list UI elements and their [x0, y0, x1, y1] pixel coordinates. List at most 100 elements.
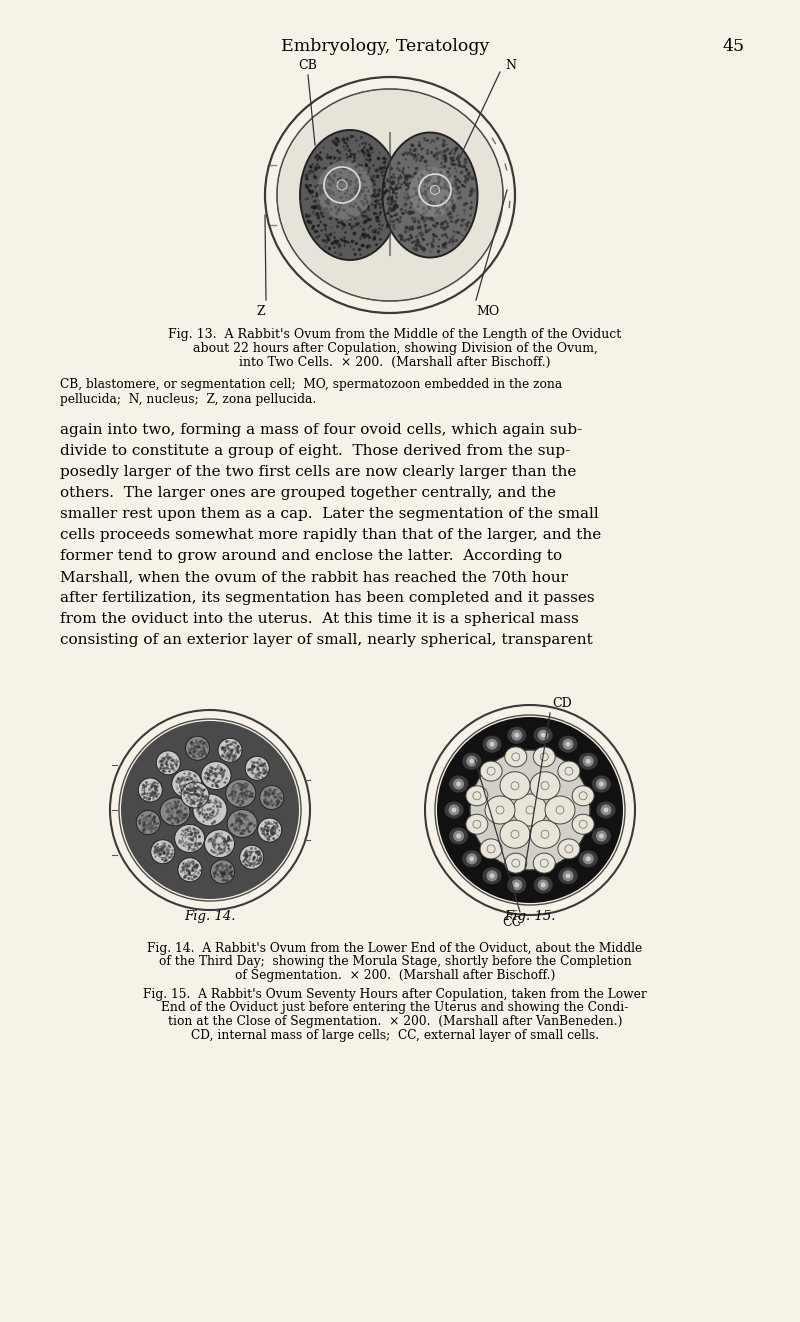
Ellipse shape: [150, 839, 174, 863]
Ellipse shape: [533, 876, 553, 894]
Text: others.  The larger ones are grouped together centrally, and the: others. The larger ones are grouped toge…: [60, 486, 556, 500]
Text: Fig. 13.  A Rabbit's Ovum from the Middle of the Length of the Oviduct: Fig. 13. A Rabbit's Ovum from the Middle…: [168, 328, 622, 341]
Text: Marshall, when the ovum of the rabbit has reached the 70th hour: Marshall, when the ovum of the rabbit ha…: [60, 570, 568, 584]
Circle shape: [566, 742, 570, 747]
Text: CB, blastomere, or segmentation cell;  MO, spermatozoon embedded in the zona
pel: CB, blastomere, or segmentation cell; MO…: [60, 378, 562, 406]
Text: former tend to grow around and enclose the latter.  According to: former tend to grow around and enclose t…: [60, 549, 562, 563]
Text: End of the Oviduct just before entering the Uterus and showing the Condi-: End of the Oviduct just before entering …: [162, 1002, 629, 1014]
Text: tion at the Close of Segmentation.  × 200.  (Marshall after VanBeneden.): tion at the Close of Segmentation. × 200…: [168, 1015, 622, 1029]
Ellipse shape: [482, 735, 502, 754]
Ellipse shape: [174, 825, 205, 853]
Circle shape: [514, 732, 519, 738]
Ellipse shape: [534, 747, 555, 767]
Ellipse shape: [318, 161, 373, 219]
Ellipse shape: [500, 772, 530, 800]
Ellipse shape: [530, 772, 560, 800]
Ellipse shape: [260, 785, 284, 809]
Circle shape: [466, 756, 478, 767]
Ellipse shape: [382, 132, 478, 258]
Circle shape: [562, 739, 574, 750]
Circle shape: [470, 857, 474, 862]
Ellipse shape: [136, 810, 160, 834]
Ellipse shape: [500, 820, 530, 849]
Ellipse shape: [265, 77, 515, 313]
Text: CC: CC: [502, 916, 522, 929]
Text: MO: MO: [476, 305, 499, 319]
Ellipse shape: [466, 785, 488, 806]
Ellipse shape: [578, 850, 598, 867]
Ellipse shape: [591, 828, 611, 845]
Ellipse shape: [572, 814, 594, 834]
Circle shape: [466, 854, 478, 865]
Ellipse shape: [485, 796, 515, 824]
Text: again into two, forming a mass of four ovoid cells, which again sub-: again into two, forming a mass of four o…: [60, 423, 582, 438]
Text: posedly larger of the two first cells are now clearly larger than the: posedly larger of the two first cells ar…: [60, 465, 576, 479]
Circle shape: [490, 742, 494, 747]
Ellipse shape: [300, 130, 400, 260]
Ellipse shape: [505, 747, 526, 767]
Ellipse shape: [480, 761, 502, 781]
Text: of Segmentation.  × 200.  (Marshall after Bischoff.): of Segmentation. × 200. (Marshall after …: [235, 969, 555, 982]
Ellipse shape: [444, 801, 464, 820]
Text: Z: Z: [256, 305, 265, 319]
Circle shape: [562, 870, 574, 882]
Ellipse shape: [278, 90, 502, 300]
Ellipse shape: [138, 777, 162, 802]
Ellipse shape: [205, 830, 234, 858]
Circle shape: [511, 879, 522, 890]
Text: divide to constitute a group of eight.  Those derived from the sup-: divide to constitute a group of eight. T…: [60, 444, 570, 457]
Text: after fertilization, its segmentation has been completed and it passes: after fertilization, its segmentation ha…: [60, 591, 594, 605]
Circle shape: [110, 710, 310, 910]
Text: Embryology, Teratology: Embryology, Teratology: [281, 38, 489, 56]
Text: Fig. 15.  A Rabbit's Ovum Seventy Hours after Copulation, taken from the Lower: Fig. 15. A Rabbit's Ovum Seventy Hours a…: [143, 988, 647, 1001]
Ellipse shape: [558, 839, 580, 859]
Circle shape: [470, 759, 474, 764]
Text: Fig. 14.: Fig. 14.: [184, 910, 236, 923]
Text: of the Third Day;  showing the Morula Stage, shortly before the Completion: of the Third Day; showing the Morula Sta…: [158, 956, 631, 969]
Ellipse shape: [240, 845, 264, 869]
Ellipse shape: [466, 814, 488, 834]
Circle shape: [470, 750, 590, 870]
Ellipse shape: [201, 761, 231, 789]
Circle shape: [453, 779, 464, 789]
Circle shape: [566, 874, 570, 878]
Ellipse shape: [558, 761, 580, 781]
Circle shape: [514, 882, 519, 887]
Ellipse shape: [530, 820, 560, 849]
Ellipse shape: [178, 858, 202, 882]
Circle shape: [586, 759, 590, 764]
Ellipse shape: [449, 828, 469, 845]
Circle shape: [121, 720, 299, 899]
Ellipse shape: [505, 853, 526, 873]
Ellipse shape: [513, 795, 547, 826]
Circle shape: [449, 805, 459, 816]
Circle shape: [582, 756, 594, 767]
Text: into Two Cells.  × 200.  (Marshall after Bischoff.): into Two Cells. × 200. (Marshall after B…: [239, 356, 550, 369]
Ellipse shape: [572, 785, 594, 806]
Circle shape: [582, 854, 594, 865]
Ellipse shape: [210, 859, 234, 883]
Text: about 22 hours after Copulation, showing Division of the Ovum,: about 22 hours after Copulation, showing…: [193, 342, 598, 356]
Circle shape: [596, 779, 607, 789]
Text: 45: 45: [723, 38, 745, 56]
Text: N: N: [505, 59, 516, 71]
Ellipse shape: [558, 735, 578, 754]
Text: CD: CD: [552, 697, 572, 710]
Circle shape: [599, 833, 604, 838]
Circle shape: [601, 805, 611, 816]
Ellipse shape: [258, 818, 282, 842]
Ellipse shape: [193, 795, 227, 826]
Circle shape: [538, 730, 549, 740]
Text: Fig. 15.: Fig. 15.: [504, 910, 556, 923]
Ellipse shape: [533, 726, 553, 744]
Circle shape: [599, 781, 604, 787]
Circle shape: [603, 808, 609, 813]
Ellipse shape: [227, 809, 258, 838]
Circle shape: [586, 857, 590, 862]
Text: CD, internal mass of large cells;  CC, external layer of small cells.: CD, internal mass of large cells; CC, ex…: [191, 1029, 599, 1042]
Circle shape: [451, 808, 457, 813]
Ellipse shape: [226, 779, 256, 808]
Ellipse shape: [480, 839, 502, 859]
Ellipse shape: [186, 736, 210, 760]
Ellipse shape: [545, 796, 575, 824]
